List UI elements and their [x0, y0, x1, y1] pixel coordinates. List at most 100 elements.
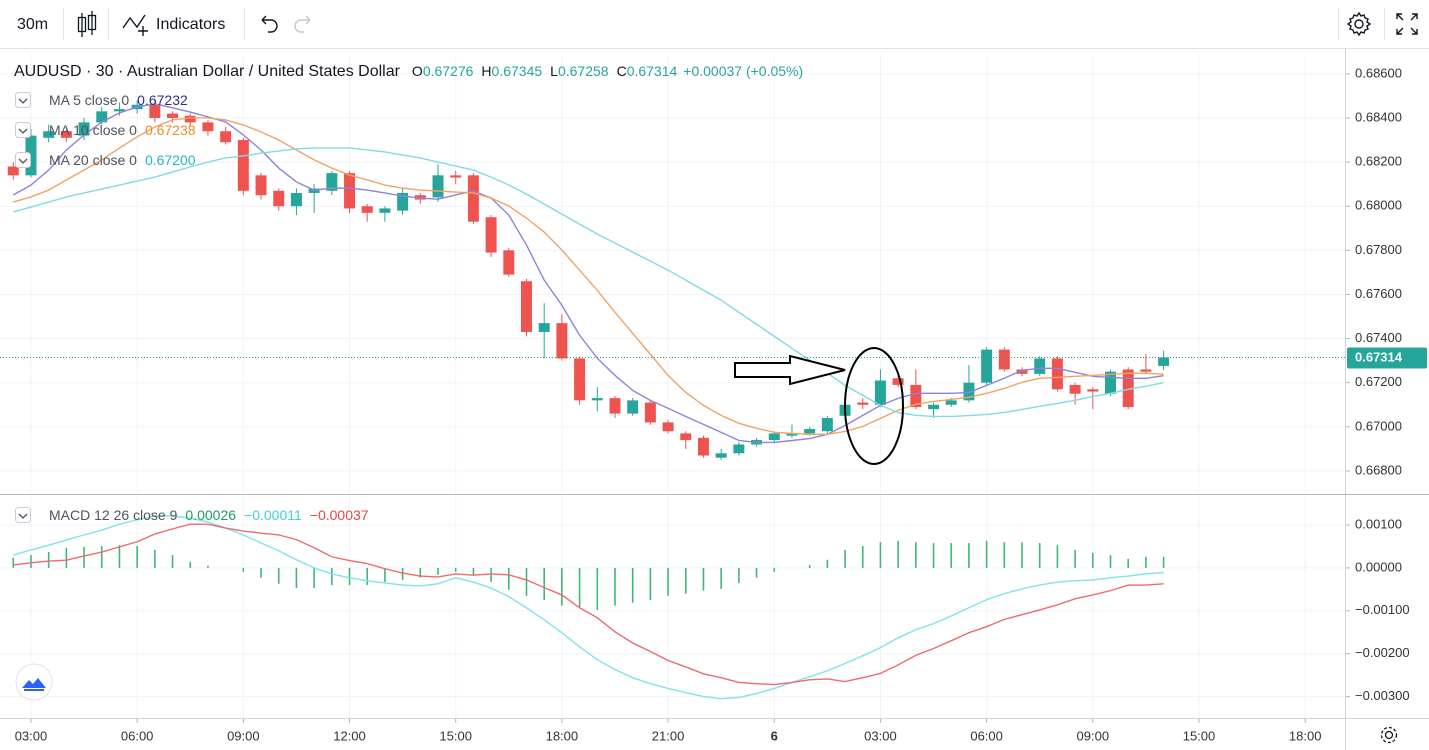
settings-button[interactable] — [1346, 11, 1372, 37]
candle-body — [273, 190, 285, 207]
indicator-legend: MA 20 close 0 0.67200 — [49, 152, 196, 168]
candle-body — [538, 323, 550, 332]
y-tick-label: −0.00100 — [1355, 602, 1410, 617]
x-tick-label: 18:00 — [546, 728, 579, 743]
candle-body — [697, 437, 709, 456]
ohlc-value: 0.67314 — [627, 63, 678, 79]
legend-value: −0.00037 — [310, 507, 369, 523]
x-tick-label: 06:00 — [970, 728, 1003, 743]
x-tick-label: 12:00 — [333, 728, 366, 743]
y-tick-label: 0.67200 — [1355, 374, 1402, 389]
candle-body — [432, 175, 444, 198]
legend-value: −0.00011 — [244, 507, 302, 523]
candle-body — [857, 402, 869, 405]
candle-body — [450, 175, 462, 178]
candle-body — [644, 402, 656, 423]
candle-body — [998, 349, 1010, 370]
candle-body — [78, 122, 90, 136]
candle-body — [149, 104, 161, 118]
x-tick-label: 6 — [771, 728, 778, 743]
candle-body — [467, 175, 479, 222]
candle-body — [113, 109, 125, 112]
candle-body — [1069, 384, 1081, 394]
candle-body — [804, 429, 816, 434]
candle-body — [379, 208, 391, 213]
legend-toggle — [15, 507, 31, 523]
candle-body — [574, 358, 586, 401]
x-tick-label: 18:00 — [1289, 728, 1322, 743]
ohlc-letter: C — [617, 63, 627, 79]
moving-average-line — [13, 117, 1164, 436]
x-tick-label: 21:00 — [652, 728, 685, 743]
x-tick-label: 03:00 — [15, 728, 48, 743]
candle-body — [1016, 369, 1028, 374]
candle-body — [662, 422, 674, 432]
candle-body — [768, 433, 780, 441]
legend-name: MA 20 close 0 — [49, 152, 137, 168]
plot-area: 0.66800 0.67000 0.67200 0.67400 0.67600 0.678… — [0, 54, 1427, 743]
ellipse-drawing[interactable] — [844, 347, 904, 465]
candle-body — [237, 140, 249, 191]
macd-line — [13, 515, 1164, 700]
indicator-legend: MA 5 close 0 0.67232 — [49, 92, 188, 108]
candle-body — [1158, 357, 1170, 366]
legend-toggle-chevron — [18, 98, 28, 104]
symbol-header: AUDUSD · 30 · Australian Dollar / United… — [14, 63, 803, 81]
candle-body — [1034, 358, 1046, 374]
legend-toggle-chevron — [18, 513, 28, 519]
candle-body — [60, 131, 72, 138]
candle-body — [910, 384, 922, 407]
candle-body — [945, 400, 957, 405]
last-price-label: 0.67314 — [1355, 349, 1403, 364]
candle-body — [521, 281, 532, 332]
legend-value: 0.67238 — [145, 122, 196, 138]
interval-button[interactable]: 30m — [17, 16, 48, 33]
chart-style-button[interactable] — [77, 11, 97, 37]
x-tick-label: 15:00 — [1183, 728, 1216, 743]
toolbar-bg — [0, 0, 1429, 48]
candle-body — [556, 323, 568, 359]
annotations — [734, 347, 904, 465]
candle-body — [1140, 369, 1152, 372]
candle-body — [344, 173, 356, 209]
candle-body — [627, 400, 639, 414]
candle-body — [680, 433, 692, 441]
candle-body — [255, 175, 267, 196]
ohlc-letter: H — [481, 63, 491, 79]
legend-name: MA 10 close 0 — [49, 122, 137, 138]
candle-body — [220, 131, 232, 143]
arrow-drawing[interactable] — [734, 354, 846, 386]
legend-name: MACD 12 26 close 9 — [49, 507, 178, 523]
legend-toggle — [15, 122, 31, 138]
legend-toggle — [15, 152, 31, 168]
y-tick-label: 0.68600 — [1355, 65, 1402, 80]
legend-toggle — [15, 92, 31, 108]
candle-body — [7, 166, 19, 176]
candle-body — [609, 398, 621, 414]
candle-body — [1105, 371, 1116, 394]
candle-body — [485, 217, 497, 253]
logo[interactable] — [15, 663, 53, 701]
x-tick-label: 06:00 — [121, 728, 154, 743]
ohlc-value: 0.67345 — [492, 63, 543, 79]
macd-line — [13, 523, 1164, 686]
fullscreen-button[interactable] — [1396, 13, 1418, 35]
indicator-legend: MA 10 close 0 0.67238 — [49, 122, 196, 138]
candle-body — [1087, 389, 1099, 392]
price-change: +0.00037 (+0.05%) — [683, 63, 803, 79]
candle-body — [786, 433, 798, 436]
ohlc-value: 0.67258 — [558, 63, 609, 79]
indicators-icon — [122, 14, 148, 36]
legend-value: 0.67200 — [145, 152, 196, 168]
candle-body — [821, 417, 833, 432]
y-tick-label: 0.67400 — [1355, 330, 1402, 345]
x-tick-label: 09:00 — [1077, 728, 1110, 743]
undo-button[interactable] — [261, 15, 278, 33]
y-tick-label: −0.00200 — [1355, 645, 1410, 660]
redo-button[interactable] — [294, 15, 311, 33]
time-axis-settings[interactable] — [1380, 726, 1398, 744]
indicators-button[interactable]: Indicators — [156, 16, 225, 33]
legend-name: MA 5 close 0 — [49, 92, 129, 108]
moving-average-line — [13, 147, 1164, 418]
